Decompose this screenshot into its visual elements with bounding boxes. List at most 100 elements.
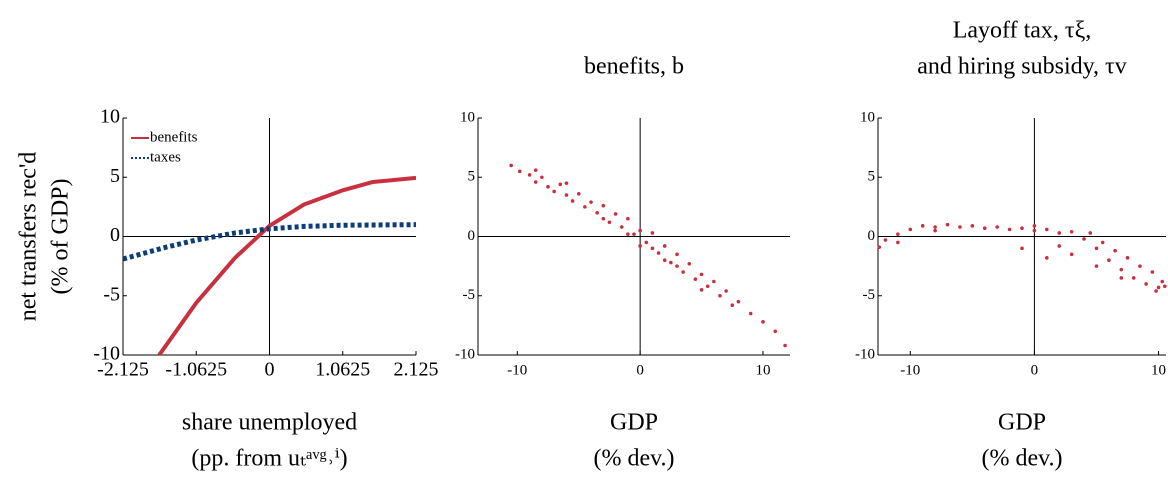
point — [509, 163, 513, 168]
y-tick-label: 5 — [110, 165, 120, 187]
x-axis-label: GDP — [998, 410, 1046, 436]
point — [883, 238, 888, 242]
point — [958, 225, 962, 229]
point — [607, 220, 612, 225]
point — [650, 246, 655, 251]
point — [1162, 284, 1167, 289]
y-tick-label: 10 — [860, 109, 875, 125]
point — [933, 228, 937, 233]
y-tick-label: 10 — [100, 106, 120, 128]
point — [1032, 228, 1037, 233]
point — [877, 245, 882, 249]
point — [1088, 231, 1093, 235]
point — [1150, 270, 1155, 274]
point — [1007, 227, 1012, 232]
point — [517, 169, 522, 174]
y-tick-label: 0 — [468, 228, 476, 244]
point — [546, 184, 550, 189]
point — [995, 225, 999, 229]
y-tick-label: -10 — [93, 343, 120, 365]
point — [644, 240, 649, 245]
point — [920, 224, 925, 228]
x-tick-label: 10 — [755, 362, 770, 378]
point — [527, 173, 532, 177]
point — [669, 260, 673, 265]
point — [730, 303, 735, 308]
point — [601, 216, 606, 221]
point — [589, 200, 593, 204]
point — [1100, 240, 1105, 245]
point — [970, 224, 975, 228]
y-tick-label: 5 — [868, 169, 876, 185]
y-tick-label: -5 — [103, 283, 120, 305]
point — [1094, 246, 1099, 251]
point — [533, 168, 538, 172]
y-axis-label: net transfers rec'd — [16, 152, 42, 322]
point — [1045, 256, 1049, 260]
point — [540, 175, 544, 180]
point — [896, 240, 900, 245]
point — [761, 320, 765, 324]
point — [687, 261, 692, 266]
point — [1154, 289, 1158, 293]
point — [736, 299, 741, 304]
point — [675, 252, 679, 257]
x-tick-label: 2.125 — [394, 359, 439, 381]
point — [638, 228, 642, 233]
y-tick-label: -10 — [855, 346, 875, 362]
point — [1069, 229, 1074, 234]
point — [773, 329, 778, 334]
point — [1057, 244, 1062, 248]
x-tick-label: -10 — [900, 362, 920, 378]
point — [1069, 252, 1074, 257]
y-axis-label: (% of GDP) — [48, 179, 74, 295]
point — [896, 232, 900, 236]
x-axis-label: (pp. from uₜᵃᵛᵍ˒ⁱ) — [191, 446, 347, 472]
y-tick-label: 10 — [460, 109, 475, 125]
x-tick-label: 0 — [1031, 362, 1039, 378]
y-tick-label: -10 — [455, 346, 475, 362]
point — [533, 180, 538, 184]
point — [1020, 246, 1024, 251]
point — [699, 288, 704, 292]
point — [1131, 276, 1136, 280]
line — [123, 222, 416, 262]
x-tick-label: -10 — [507, 362, 527, 378]
x-axis-label: share unemployed — [182, 410, 357, 436]
point — [699, 272, 704, 277]
y-tick-label: -5 — [463, 287, 476, 303]
x-axis-label: GDP — [610, 410, 658, 436]
point — [748, 311, 753, 316]
point — [1032, 224, 1037, 228]
x-tick-label: -2.125 — [97, 359, 149, 381]
panel-title: benefits, b — [584, 54, 684, 80]
x-tick-label: 0 — [265, 359, 275, 381]
point — [1020, 226, 1024, 231]
point — [601, 203, 606, 208]
point — [656, 251, 661, 255]
legend-label: benefits — [150, 129, 198, 145]
point — [675, 264, 679, 268]
point — [945, 222, 950, 227]
point — [576, 192, 581, 196]
point — [595, 211, 599, 215]
point — [662, 244, 667, 248]
point — [570, 199, 575, 203]
panel-title: and hiring subsidy, τv — [917, 54, 1126, 80]
point — [638, 244, 642, 248]
point — [1119, 276, 1124, 280]
point — [783, 343, 787, 348]
point — [982, 226, 987, 231]
point — [1144, 282, 1148, 286]
point — [1138, 264, 1142, 268]
point — [705, 284, 710, 289]
point — [1057, 231, 1062, 235]
point — [933, 225, 937, 229]
y-tick-label: 0 — [110, 224, 120, 246]
point — [613, 212, 618, 216]
point — [1113, 248, 1117, 253]
y-tick-label: 0 — [868, 228, 876, 244]
legend-label: taxes — [150, 149, 181, 165]
point — [1094, 264, 1099, 268]
